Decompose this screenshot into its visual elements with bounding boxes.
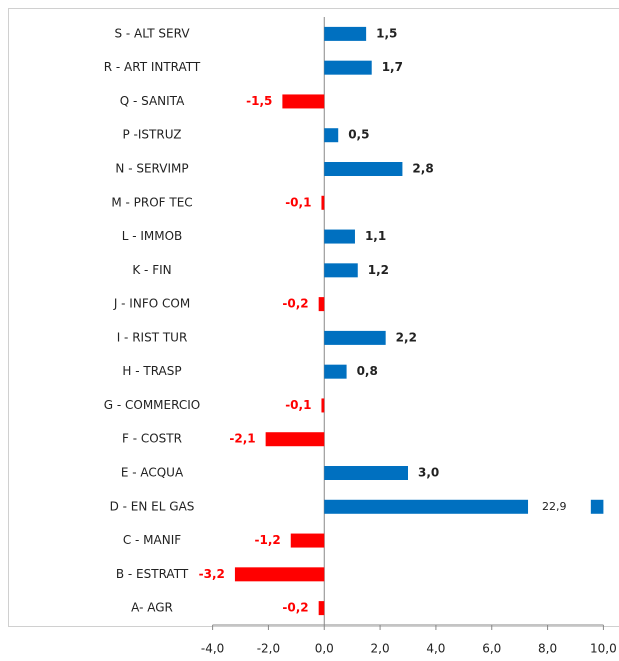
category-label: B - ESTRATT (116, 567, 189, 581)
value-label: 2,8 (412, 162, 433, 176)
value-label: -2,1 (229, 432, 255, 446)
category-label: I - RIST TUR (117, 330, 188, 344)
bar (324, 330, 386, 345)
bar (234, 567, 325, 582)
bar (290, 533, 325, 548)
bar (318, 601, 325, 616)
value-label: -0,1 (285, 195, 311, 209)
bar (324, 128, 339, 143)
category-label: K - FIN (132, 263, 171, 277)
category-label: Q - SANITA (120, 94, 185, 108)
category-label: M - PROF TEC (111, 195, 192, 209)
category-label: C - MANIF (123, 533, 181, 547)
category-label: F - COSTR (122, 432, 182, 446)
category-label: A- AGR (131, 601, 173, 615)
category-label: L - IMMOB (122, 229, 183, 243)
bar (324, 499, 529, 514)
value-label: -0,1 (285, 398, 311, 412)
value-label: 2,2 (396, 330, 417, 344)
bar (324, 162, 403, 176)
bar (324, 229, 355, 244)
value-label: 22,9 (542, 500, 567, 513)
bar (321, 398, 325, 413)
bar (324, 60, 372, 75)
value-label: 1,5 (376, 26, 397, 40)
category-label: N - SERVIMP (115, 162, 188, 176)
value-label: 1,7 (382, 60, 403, 74)
value-label: -0,2 (282, 601, 308, 615)
x-tick-label: -2,0 (257, 642, 280, 656)
value-label: -1,5 (246, 94, 272, 108)
x-tick-label: 8,0 (538, 642, 557, 656)
x-tick-label: 10,0 (590, 642, 617, 656)
category-label: G - COMMERCIO (104, 398, 200, 412)
x-tick-label: 2,0 (371, 642, 390, 656)
category-label: D - EN EL GAS (110, 499, 195, 513)
bar (282, 94, 325, 109)
value-label: -1,2 (255, 533, 281, 547)
value-label: -3,2 (199, 567, 225, 581)
value-label: 3,0 (418, 466, 439, 480)
bar (324, 26, 367, 41)
chart-frame (8, 8, 619, 627)
bar-break-end (590, 499, 604, 514)
bar (318, 297, 325, 312)
bar (265, 432, 325, 447)
x-tick-label: 6,0 (482, 642, 501, 656)
category-label: E - ACQUA (121, 466, 184, 480)
category-label: R - ART INTRATT (104, 60, 201, 74)
bar (324, 466, 408, 480)
value-label: -0,2 (282, 297, 308, 311)
category-label: P -ISTRUZ (123, 128, 182, 142)
x-tick-label: 4,0 (426, 642, 445, 656)
bar (324, 263, 358, 278)
x-tick-label: 0,0 (315, 642, 334, 656)
value-label: 0,5 (348, 128, 369, 142)
value-label: 0,8 (357, 364, 378, 378)
value-label: 1,2 (368, 263, 389, 277)
bar (324, 364, 347, 379)
category-label: J - INFO COM (113, 297, 190, 311)
category-label: S - ALT SERV (114, 26, 190, 40)
bar (321, 195, 325, 210)
x-tick-label: -4,0 (201, 642, 224, 656)
value-label: 1,1 (365, 229, 386, 243)
category-label: H - TRASP (122, 364, 181, 378)
